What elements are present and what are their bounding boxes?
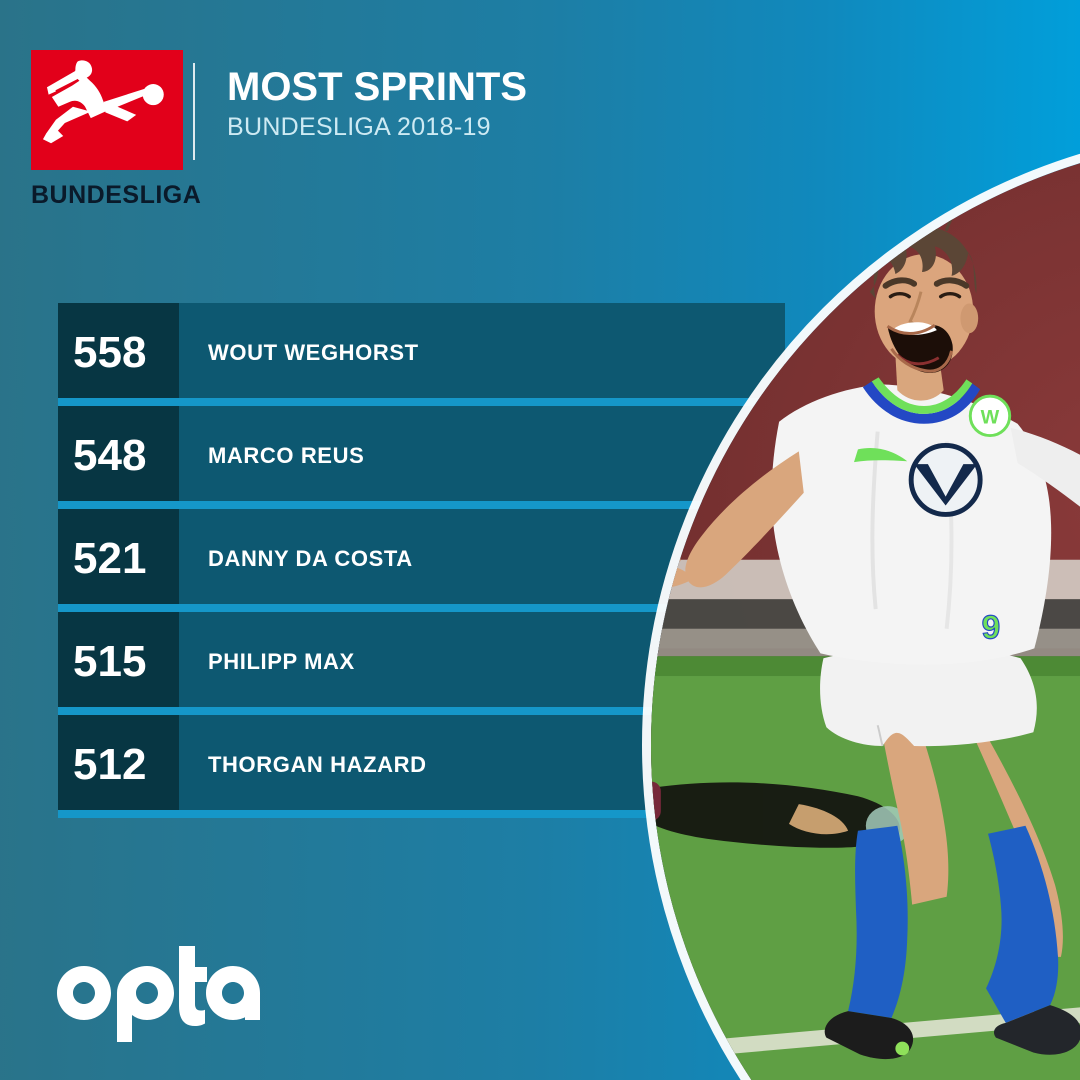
svg-text:9: 9: [982, 610, 1001, 647]
svg-text:W: W: [981, 407, 1000, 429]
